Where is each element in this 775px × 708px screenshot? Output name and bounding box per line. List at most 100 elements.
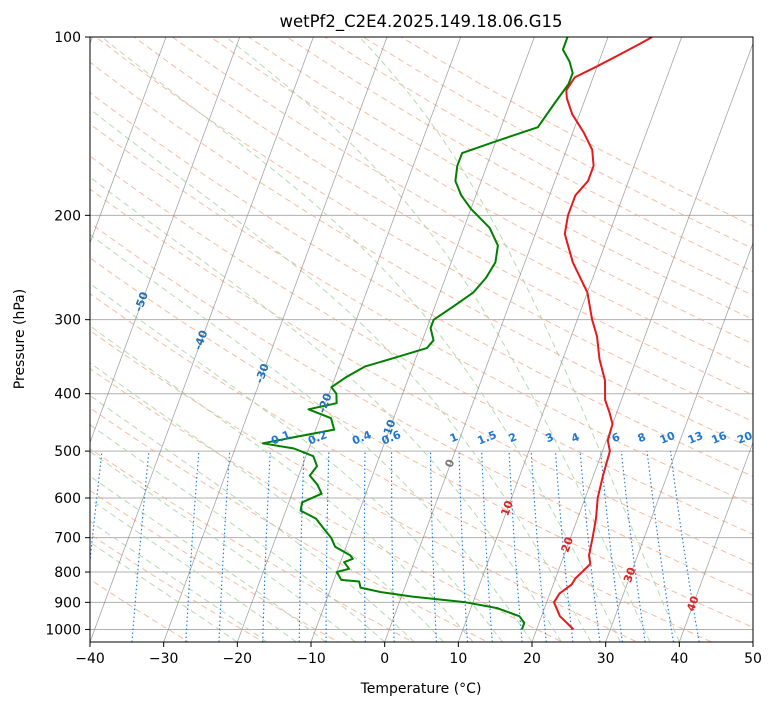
x-axis-title: Temperature (°C) bbox=[360, 681, 482, 697]
isotherm-label: -50 bbox=[132, 290, 151, 313]
isotherm bbox=[678, 441, 753, 642]
isotherm bbox=[752, 640, 753, 642]
chart-title: wetPf2_C2E4.2025.149.18.06.G15 bbox=[279, 12, 562, 32]
sounding-profiles bbox=[261, 37, 653, 631]
moist-adiabat bbox=[90, 233, 533, 642]
x-tick-label: −30 bbox=[149, 651, 179, 667]
dry-adiabat bbox=[90, 257, 753, 628]
mixing-ratio-label: 4 bbox=[569, 430, 581, 445]
mixing-ratio-line bbox=[429, 451, 437, 642]
dry-adiabat bbox=[247, 37, 753, 320]
isotherm-label: -60 bbox=[75, 245, 94, 268]
mixing-ratio-lines bbox=[90, 451, 700, 642]
mixing-ratio-label: 25 bbox=[757, 429, 775, 447]
isotherm bbox=[90, 37, 167, 245]
moist-adiabats bbox=[90, 37, 680, 642]
moist-adiabat bbox=[90, 176, 562, 642]
moist-adiabat bbox=[90, 475, 326, 642]
moist-adiabat bbox=[90, 498, 297, 642]
moist-adiabat bbox=[101, 37, 621, 642]
isotherm bbox=[163, 37, 388, 642]
dry-adiabats bbox=[90, 37, 753, 642]
y-tick-label: 800 bbox=[54, 565, 81, 581]
isotherm bbox=[605, 241, 753, 642]
mixing-ratio-label: 0.1 bbox=[269, 428, 292, 447]
mixing-ratio-label: 20 bbox=[735, 429, 754, 447]
x-tick-label: −40 bbox=[75, 651, 105, 667]
mixing-ratio-line bbox=[131, 451, 150, 642]
y-tick-label: 300 bbox=[54, 313, 81, 329]
mixing-ratio-label: 16 bbox=[710, 429, 729, 447]
y-tick-label: 400 bbox=[54, 387, 81, 403]
isotherm-label: 10 bbox=[498, 499, 516, 518]
mixing-ratio-line bbox=[481, 451, 493, 642]
moist-adiabat bbox=[90, 394, 415, 642]
moist-adiabat bbox=[90, 541, 238, 642]
x-tick-label: 50 bbox=[744, 651, 762, 667]
y-tick-label: 900 bbox=[54, 595, 81, 611]
mixing-ratio-label: 1 bbox=[448, 430, 460, 445]
dry-adiabat bbox=[90, 188, 753, 565]
x-tick-label: 20 bbox=[523, 651, 541, 667]
isotherm bbox=[531, 42, 753, 642]
isotherm bbox=[457, 37, 683, 642]
dry-adiabat bbox=[90, 578, 190, 642]
dry-adiabat bbox=[400, 37, 753, 227]
isotherm-label: -40 bbox=[191, 328, 210, 351]
isotherm bbox=[310, 37, 535, 642]
mixing-ratio-line bbox=[363, 451, 366, 642]
dry-adiabat bbox=[90, 155, 753, 535]
moist-adiabat bbox=[358, 37, 680, 642]
isotherm bbox=[384, 37, 609, 642]
mixing-ratio-line bbox=[554, 451, 574, 642]
dry-adiabat bbox=[90, 533, 265, 642]
mixing-ratio-line bbox=[600, 451, 623, 642]
mixing-ratio-label: 8 bbox=[636, 430, 648, 445]
mixing-ratio-label: 10 bbox=[658, 429, 677, 447]
moist-adiabat bbox=[90, 325, 474, 642]
mixing-ratio-line bbox=[646, 451, 674, 642]
dry-adiabat bbox=[90, 92, 753, 477]
mixing-ratio-line bbox=[391, 451, 395, 642]
mixing-ratio-line bbox=[620, 451, 646, 642]
mixing-ratio-label: 0.4 bbox=[350, 428, 373, 447]
mixing-ratio-line bbox=[218, 451, 231, 642]
mixing-ratio-line bbox=[579, 451, 601, 642]
moist-adiabat bbox=[225, 37, 651, 642]
moist-adiabat bbox=[90, 424, 386, 642]
x-tick-label: −20 bbox=[223, 651, 253, 667]
dry-adiabat bbox=[90, 293, 713, 642]
y-axis-title: Pressure (hPa) bbox=[12, 289, 28, 389]
x-tick-label: 0 bbox=[380, 651, 389, 667]
isotherm bbox=[90, 37, 314, 642]
isotherm-label: 20 bbox=[559, 535, 577, 554]
dry-adiabat bbox=[90, 329, 639, 642]
isotherm-label: -30 bbox=[253, 362, 272, 385]
mixing-ratio-label: 2 bbox=[507, 430, 519, 445]
dry-adiabat bbox=[209, 37, 753, 345]
moist-adiabat bbox=[90, 520, 268, 642]
y-tick-label: 500 bbox=[54, 444, 81, 460]
x-tick-label: 30 bbox=[597, 651, 615, 667]
moist-adiabat bbox=[90, 450, 356, 642]
pressure-gridlines bbox=[90, 37, 753, 630]
x-tick-label: 40 bbox=[670, 651, 688, 667]
isotherm-label: -20 bbox=[315, 391, 334, 414]
isotherm bbox=[90, 37, 241, 444]
y-axis: 100 200 300 400 500 600 700 800 900 1000 bbox=[45, 30, 90, 638]
isotherm-label: 0 bbox=[443, 457, 458, 469]
y-tick-label: 600 bbox=[54, 491, 81, 507]
x-tick-label: −10 bbox=[296, 651, 326, 667]
mixing-ratio-line bbox=[325, 451, 330, 642]
y-tick-label: 1000 bbox=[45, 622, 81, 638]
dry-adiabat bbox=[133, 37, 753, 396]
mixing-ratio-label: 3 bbox=[544, 430, 556, 445]
dry-adiabat bbox=[90, 123, 753, 506]
mixing-ratio-line bbox=[530, 451, 547, 642]
temperature-line bbox=[553, 37, 653, 631]
dry-adiabat bbox=[90, 222, 753, 597]
mixing-ratio-label: 6 bbox=[610, 430, 622, 445]
mixing-ratio-line bbox=[90, 451, 103, 566]
moist-adiabat bbox=[90, 282, 503, 642]
